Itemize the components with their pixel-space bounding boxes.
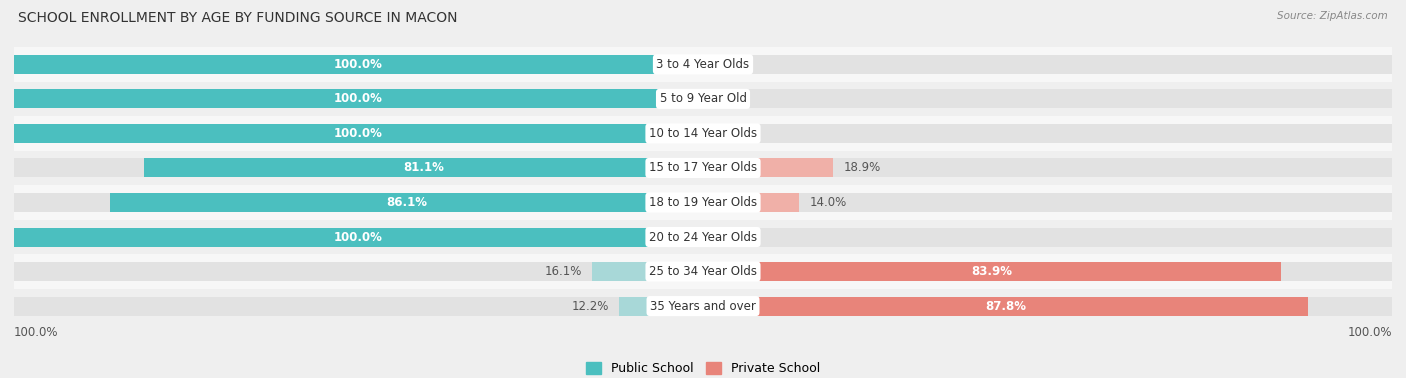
Bar: [619, 297, 703, 316]
Text: 18.9%: 18.9%: [844, 161, 880, 175]
Bar: [14, 185, 1392, 220]
Bar: [14, 228, 703, 246]
Bar: [14, 193, 703, 212]
Text: 3 to 4 Year Olds: 3 to 4 Year Olds: [657, 58, 749, 71]
Bar: [14, 297, 703, 316]
Bar: [703, 124, 1392, 143]
Text: 25 to 34 Year Olds: 25 to 34 Year Olds: [650, 265, 756, 278]
Bar: [14, 228, 703, 246]
Bar: [14, 289, 1392, 323]
Text: 87.8%: 87.8%: [986, 300, 1026, 313]
Bar: [14, 124, 703, 143]
Text: 5 to 9 Year Old: 5 to 9 Year Old: [659, 92, 747, 105]
Text: 14.0%: 14.0%: [810, 196, 846, 209]
Bar: [110, 193, 703, 212]
Bar: [703, 193, 800, 212]
Bar: [703, 297, 1308, 316]
Bar: [703, 297, 1392, 316]
Bar: [14, 262, 703, 281]
Text: 100.0%: 100.0%: [335, 231, 382, 243]
Legend: Public School, Private School: Public School, Private School: [581, 357, 825, 378]
Bar: [703, 262, 1392, 281]
Text: 100.0%: 100.0%: [14, 326, 59, 339]
Text: 18 to 19 Year Olds: 18 to 19 Year Olds: [650, 196, 756, 209]
Bar: [14, 151, 1392, 185]
Text: 15 to 17 Year Olds: 15 to 17 Year Olds: [650, 161, 756, 175]
Bar: [14, 89, 703, 108]
Text: 100.0%: 100.0%: [335, 127, 382, 140]
Bar: [592, 262, 703, 281]
Bar: [14, 220, 1392, 254]
Bar: [703, 193, 1392, 212]
Bar: [703, 89, 1392, 108]
Bar: [14, 158, 703, 177]
Text: 35 Years and over: 35 Years and over: [650, 300, 756, 313]
Text: 100.0%: 100.0%: [335, 58, 382, 71]
Text: 10 to 14 Year Olds: 10 to 14 Year Olds: [650, 127, 756, 140]
Text: 20 to 24 Year Olds: 20 to 24 Year Olds: [650, 231, 756, 243]
Bar: [703, 158, 1392, 177]
Bar: [14, 124, 703, 143]
Text: 83.9%: 83.9%: [972, 265, 1012, 278]
Bar: [703, 262, 1281, 281]
Text: 81.1%: 81.1%: [404, 161, 444, 175]
Bar: [14, 116, 1392, 151]
Text: Source: ZipAtlas.com: Source: ZipAtlas.com: [1277, 11, 1388, 21]
Bar: [14, 89, 703, 108]
Text: 100.0%: 100.0%: [1347, 326, 1392, 339]
Bar: [14, 82, 1392, 116]
Bar: [14, 55, 703, 74]
Text: 86.1%: 86.1%: [385, 196, 427, 209]
Bar: [703, 228, 1392, 246]
Bar: [14, 47, 1392, 82]
Text: 12.2%: 12.2%: [571, 300, 609, 313]
Text: 16.1%: 16.1%: [544, 265, 582, 278]
Bar: [14, 254, 1392, 289]
Bar: [14, 55, 703, 74]
Text: 100.0%: 100.0%: [335, 92, 382, 105]
Bar: [703, 158, 834, 177]
Bar: [703, 55, 1392, 74]
Text: SCHOOL ENROLLMENT BY AGE BY FUNDING SOURCE IN MACON: SCHOOL ENROLLMENT BY AGE BY FUNDING SOUR…: [18, 11, 458, 25]
Bar: [145, 158, 703, 177]
